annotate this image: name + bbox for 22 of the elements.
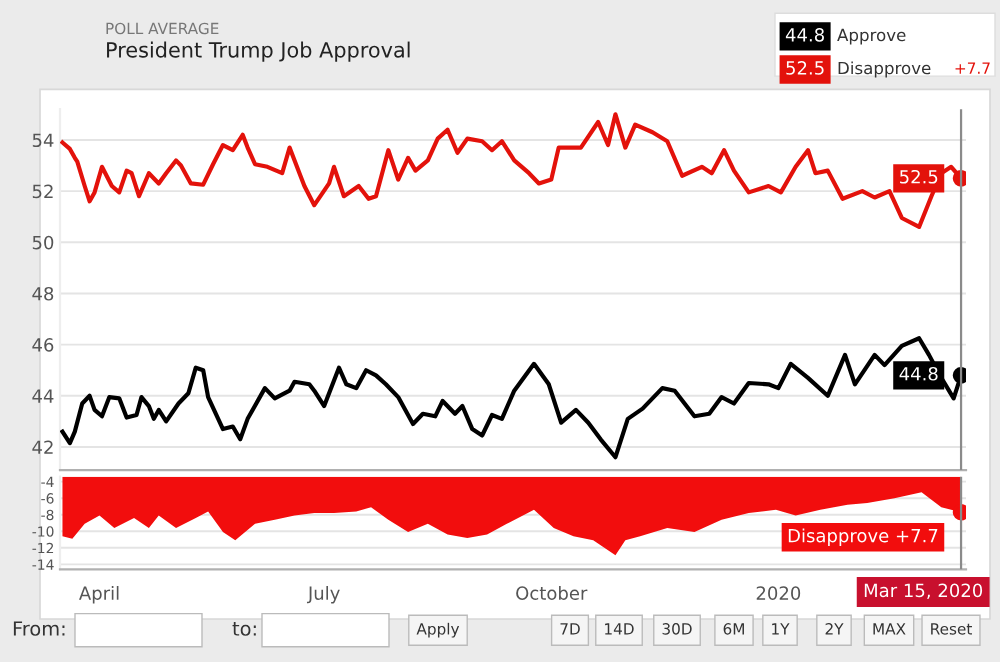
x-tick-label: October (516, 585, 588, 600)
y-tick-label: 54 (32, 133, 54, 148)
y-tick-label: 46 (32, 338, 54, 352)
text: to: (232, 621, 256, 636)
annotation: Disapprove +7.7 (788, 528, 938, 546)
legend-label: Approve (837, 28, 906, 45)
annotation: 52.5 (900, 169, 938, 184)
y-tick-label: 44 (32, 389, 54, 403)
x-tick-label: 2020 (756, 586, 801, 600)
y-tick-label: 48 (32, 286, 54, 301)
legend-label: Disapprove (838, 61, 931, 78)
x-tick-label: April (79, 585, 119, 604)
annotation: 44.8 (899, 366, 938, 381)
text: From: (13, 621, 65, 636)
y-tick-label: 52 (32, 184, 53, 199)
chart-title: President Trump Job Approval (107, 41, 410, 62)
text: 44.8 (785, 27, 824, 42)
y-tick-label: 50 (32, 235, 54, 250)
text: 52.5 (786, 61, 824, 75)
x-tick-label: July (306, 585, 340, 604)
ref-line-label: Mar 15, 2020 (864, 583, 983, 600)
y-tick-label: 42 (32, 440, 53, 454)
